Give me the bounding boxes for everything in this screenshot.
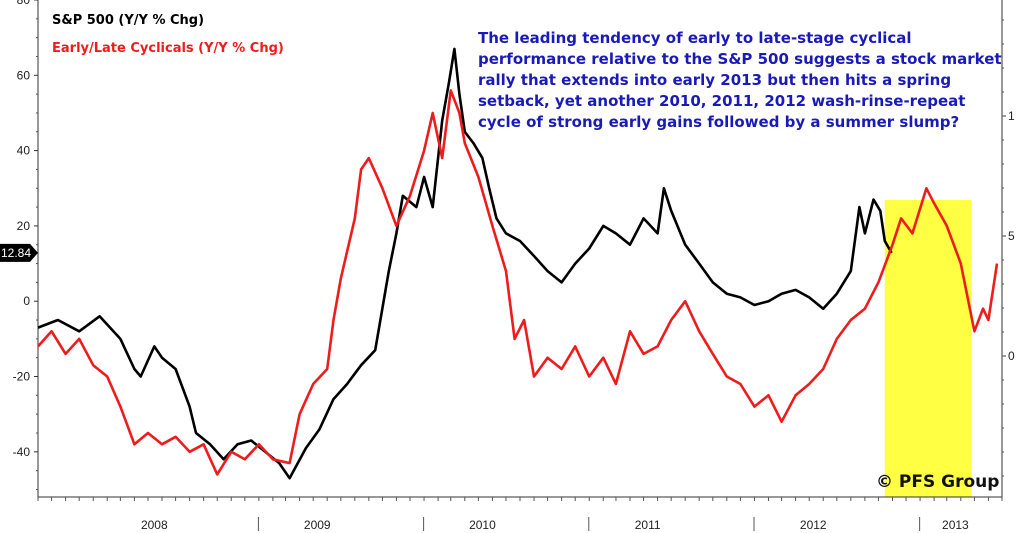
series-line bbox=[37, 47, 893, 480]
chart-annotation: The leading tendency of early to late-st… bbox=[478, 28, 1002, 133]
annotation-line: rally that extends into early 2013 but t… bbox=[478, 71, 952, 89]
y-tick-label: -40 bbox=[13, 445, 31, 459]
x-tick-label: 2008 bbox=[141, 518, 168, 532]
x-tick-label: 2010 bbox=[469, 518, 496, 532]
current-value-tag bbox=[0, 243, 38, 262]
highlight-band bbox=[884, 200, 972, 497]
annotation-line: cycle of strong early gains followed by … bbox=[478, 113, 960, 131]
current-value-text: 12.84 bbox=[1, 246, 31, 260]
y-tick-label: 20 bbox=[17, 219, 31, 233]
annotation-line: performance relative to the S&P 500 sugg… bbox=[478, 50, 1002, 68]
right-tick-label: 1 bbox=[1008, 109, 1015, 123]
copyright-label: © PFS Group bbox=[876, 472, 1000, 492]
right-tick-label: 0 bbox=[1008, 349, 1015, 363]
legend-entry: S&P 500 (Y/Y % Chg) bbox=[52, 13, 204, 28]
y-tick-label: 80 bbox=[17, 0, 31, 7]
x-tick-label: 2012 bbox=[800, 518, 827, 532]
y-tick-label: -20 bbox=[13, 370, 31, 384]
legend-entry: Early/Late Cyclicals (Y/Y % Chg) bbox=[52, 41, 284, 56]
y-tick-label: 40 bbox=[17, 144, 31, 158]
x-tick-label: 2013 bbox=[942, 518, 969, 532]
series-line bbox=[37, 89, 999, 476]
y-tick-label: 0 bbox=[23, 294, 30, 308]
x-tick-label: 2011 bbox=[635, 518, 661, 532]
y-tick-label: 60 bbox=[17, 68, 31, 82]
annotation-line: The leading tendency of early to late-st… bbox=[478, 29, 912, 47]
annotation-line: setback, yet another 2010, 2011, 2012 wa… bbox=[478, 92, 966, 110]
x-tick-label: 2009 bbox=[304, 518, 331, 532]
right-tick-label: 5 bbox=[1008, 229, 1015, 243]
